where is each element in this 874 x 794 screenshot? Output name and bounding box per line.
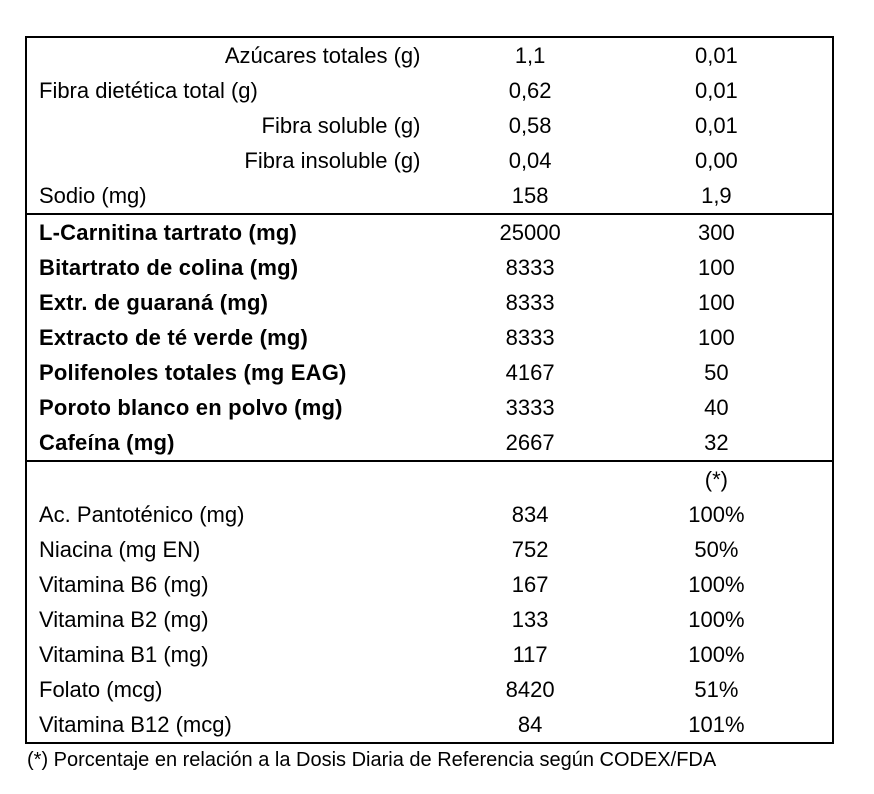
- table-row: (*): [27, 462, 832, 497]
- amount-value: 1,1: [514, 43, 546, 68]
- nutrient-label: Fibra insoluble (g): [244, 148, 421, 173]
- nutrient-label: Vitamina B2 (mg): [39, 607, 209, 632]
- nutrient-label: Niacina (mg EN): [39, 537, 201, 562]
- table-row: Niacina (mg EN) 752 50%: [27, 532, 832, 567]
- amount-value: 8420: [505, 677, 555, 702]
- nutrient-label: Fibra dietética total (g): [39, 78, 258, 103]
- table-row: Extr. de guaraná (mg) 8333 100: [27, 285, 832, 320]
- nutrient-label: Extr. de guaraná (mg): [39, 290, 269, 315]
- amount-value: 4167: [505, 360, 555, 385]
- percent-value: 100%: [688, 642, 745, 667]
- table-row: Vitamina B12 (mcg) 84 101%: [27, 707, 832, 742]
- percent-value: 100: [698, 255, 735, 280]
- nutrient-label: Bitartrato de colina (mg): [39, 255, 299, 280]
- nutrient-label: Vitamina B12 (mcg): [39, 712, 232, 737]
- percent-value: 100: [698, 290, 735, 315]
- table-row: Fibra insoluble (g) 0,04 0,00: [27, 143, 832, 178]
- nutrient-label: Azúcares totales (g): [224, 43, 421, 68]
- nutrient-label: Folato (mcg): [39, 677, 163, 702]
- percent-value: 0,01: [694, 43, 738, 68]
- table-row: Sodio (mg) 158 1,9: [27, 178, 832, 213]
- table-row: Polifenoles totales (mg EAG) 4167 50: [27, 355, 832, 390]
- table-row: Vitamina B2 (mg) 133 100%: [27, 602, 832, 637]
- section-basic-nutrients: Azúcares totales (g) 1,1 0,01 Fibra diet…: [27, 38, 832, 213]
- section-active-ingredients: L-Carnitina tartrato (mg) 25000 300 Bita…: [27, 213, 832, 460]
- percent-value: 0,01: [694, 78, 738, 103]
- amount-value: 117: [512, 642, 548, 667]
- nutrient-label: L-Carnitina tartrato (mg): [39, 220, 297, 245]
- table-row: L-Carnitina tartrato (mg) 25000 300: [27, 215, 832, 250]
- nutrient-label: Ac. Pantoténico (mg): [39, 502, 245, 527]
- percent-value: 32: [704, 430, 729, 455]
- amount-value: 158: [511, 183, 549, 208]
- nutrient-label: Polifenoles totales (mg EAG): [39, 360, 347, 385]
- table-row: Vitamina B6 (mg) 167 100%: [27, 567, 832, 602]
- table-row: Fibra dietética total (g) 0,62 0,01: [27, 73, 832, 108]
- nutrient-label: Extracto de té verde (mg): [39, 325, 309, 350]
- percent-value: 0,01: [694, 113, 738, 138]
- amount-value: 8333: [505, 325, 555, 350]
- percent-value: 40: [704, 395, 729, 420]
- amount-value: 8333: [505, 290, 555, 315]
- amount-value: 752: [511, 537, 549, 562]
- amount-value: 834: [511, 502, 549, 527]
- percent-value: 300: [698, 220, 735, 245]
- nutrient-label: Sodio (mg): [39, 183, 147, 208]
- footnote: (*) Porcentaje en relación a la Dosis Di…: [27, 749, 717, 771]
- amount-value: 0,58: [508, 113, 552, 138]
- nutrient-label: Cafeína (mg): [39, 430, 175, 455]
- percent-value: 50: [704, 360, 729, 385]
- percent-value: 1,9: [701, 183, 732, 208]
- percent-value: 100%: [688, 572, 745, 597]
- percent-header: (*): [704, 467, 728, 492]
- table-row: Azúcares totales (g) 1,1 0,01: [27, 38, 832, 73]
- percent-value: 0,00: [694, 148, 738, 173]
- nutrient-label: Poroto blanco en polvo (mg): [39, 395, 343, 420]
- amount-value: 25000: [499, 220, 561, 245]
- percent-value: 51%: [694, 677, 739, 702]
- table-row: Vitamina B1 (mg) 117 100%: [27, 637, 832, 672]
- table-row: Bitartrato de colina (mg) 8333 100: [27, 250, 832, 285]
- percent-value: 100%: [688, 607, 745, 632]
- nutrient-label: Vitamina B1 (mg): [39, 642, 209, 667]
- nutrition-table: Azúcares totales (g) 1,1 0,01 Fibra diet…: [25, 36, 834, 744]
- percent-value: 101%: [688, 712, 745, 737]
- amount-value: 0,62: [508, 78, 552, 103]
- table-row: Fibra soluble (g) 0,58 0,01: [27, 108, 832, 143]
- table-row: Cafeína (mg) 2667 32: [27, 425, 832, 460]
- amount-value: 3333: [505, 395, 555, 420]
- nutrient-label: Fibra soluble (g): [261, 113, 421, 138]
- percent-value: 50%: [694, 537, 739, 562]
- nutrient-label: Vitamina B6 (mg): [39, 572, 209, 597]
- table-row: Folato (mcg) 8420 51%: [27, 672, 832, 707]
- amount-value: 133: [511, 607, 549, 632]
- amount-value: 0,04: [508, 148, 552, 173]
- amount-value: 167: [511, 572, 549, 597]
- table-row: Ac. Pantoténico (mg) 834 100%: [27, 497, 832, 532]
- percent-value: 100%: [688, 502, 745, 527]
- table-row: Extracto de té verde (mg) 8333 100: [27, 320, 832, 355]
- amount-value: 2667: [505, 430, 555, 455]
- amount-value: 8333: [505, 255, 555, 280]
- amount-value: 84: [517, 712, 543, 737]
- section-vitamins: (*) Ac. Pantoténico (mg) 834 100% Niacin…: [27, 460, 832, 742]
- percent-value: 100: [698, 325, 735, 350]
- table-row: Poroto blanco en polvo (mg) 3333 40: [27, 390, 832, 425]
